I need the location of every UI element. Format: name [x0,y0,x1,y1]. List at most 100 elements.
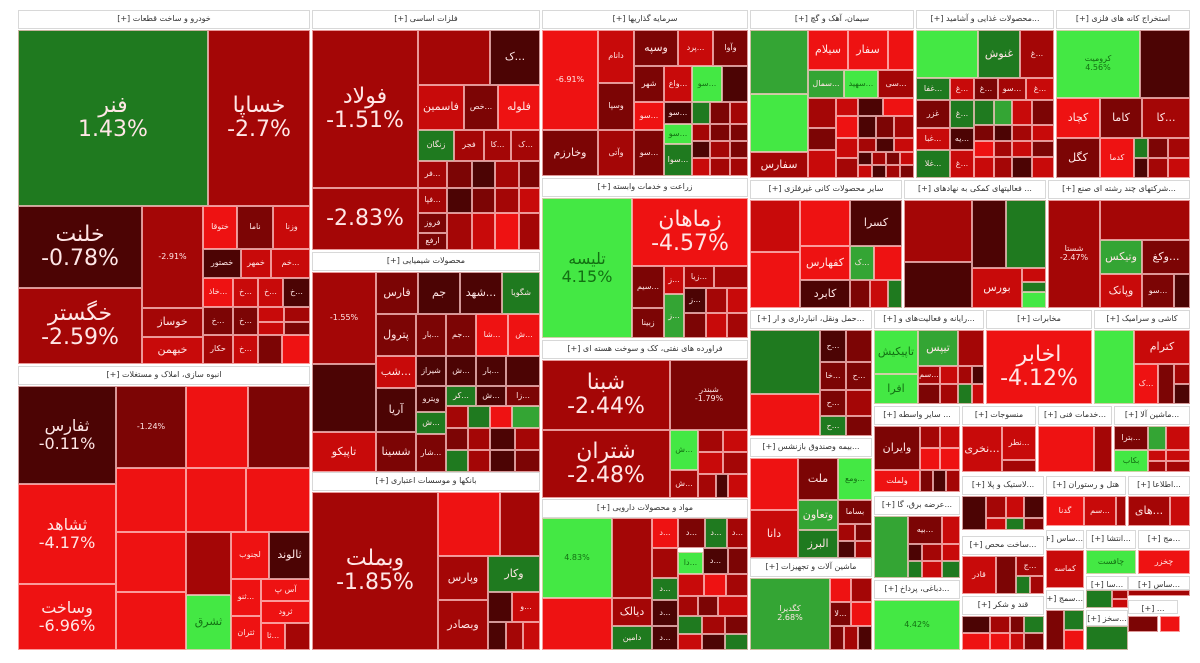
stock-tile[interactable]: ...ز [684,288,706,313]
stock-tile[interactable] [846,416,872,436]
stock-tile[interactable] [808,150,836,178]
stock-tile[interactable]: ...د [652,600,678,626]
stock-tile[interactable] [722,66,748,102]
stock-tile[interactable] [836,98,858,116]
stock-tile[interactable]: ثفارس -0.11% [18,386,116,484]
stock-tile[interactable] [1024,518,1044,530]
stock-tile[interactable] [515,450,540,472]
stock-tile[interactable] [994,157,1012,178]
stock-tile[interactable]: خلنت -0.78% [18,206,142,288]
stock-tile[interactable]: فارس [376,272,418,314]
stock-tile[interactable] [1148,138,1168,158]
stock-tile[interactable] [678,596,698,616]
stock-tile[interactable] [942,561,960,578]
stock-tile[interactable] [1148,158,1168,178]
stock-tile[interactable] [940,426,960,448]
stock-tile[interactable]: ...غ [950,150,974,178]
stock-tile[interactable] [725,616,748,634]
stock-tile[interactable]: ...بار [416,314,446,356]
stock-tile[interactable] [1174,364,1190,384]
stock-tile[interactable]: ...غلا [916,150,950,178]
stock-tile[interactable] [1160,616,1180,632]
stock-tile[interactable] [870,280,888,308]
sector-header[interactable]: مواد و محصولات دارویی [+] [542,499,748,518]
stock-tile[interactable]: ...غ [950,78,974,100]
stock-tile[interactable]: ...شا [476,314,508,356]
stock-tile[interactable] [523,622,540,650]
stock-tile[interactable] [994,100,1012,125]
stock-tile[interactable]: حکار [203,335,233,364]
stock-tile[interactable]: ...غفا [916,78,950,100]
stock-tile[interactable] [1032,157,1054,178]
stock-tile[interactable]: البرز [798,530,838,558]
stock-tile[interactable]: ...د [652,626,678,650]
stock-tile[interactable]: بورس [972,268,1022,308]
stock-tile[interactable]: ثشاهد -4.17% [18,484,116,584]
stock-tile[interactable] [446,428,468,450]
stock-tile[interactable] [986,496,1006,518]
sector-header[interactable]: قند و شکر [+] [962,596,1044,615]
stock-tile[interactable] [888,280,902,308]
stock-tile[interactable] [1112,590,1128,599]
stock-tile[interactable]: چافست [1086,550,1136,574]
stock-tile[interactable] [730,141,748,158]
stock-tile[interactable] [836,138,858,158]
stock-tile[interactable] [1166,450,1190,461]
stock-tile[interactable]: ...د [652,518,678,548]
sector-header[interactable]: سایر محصولات کانی غیرفلزی [+] [750,180,902,199]
stock-tile[interactable] [186,386,248,468]
stock-tile[interactable] [1148,461,1166,472]
stock-tile[interactable]: تاپیکیش [874,330,918,374]
stock-tile[interactable]: شستا -2.47% [1048,200,1100,308]
stock-tile[interactable] [990,616,1010,633]
stock-tile[interactable] [972,200,1006,268]
stock-tile[interactable] [872,165,886,178]
stock-tile[interactable]: ...خ [203,307,233,335]
stock-tile[interactable] [942,516,960,544]
stock-tile[interactable] [958,330,984,366]
stock-tile[interactable]: ...بیه [908,516,942,544]
sector-header[interactable]: ... فعالیتهای کمکی به نهادهای [+] [904,180,1046,199]
stock-tile[interactable]: -1.55% [312,272,376,364]
stock-tile[interactable] [996,556,1016,594]
stock-tile[interactable] [612,518,652,598]
stock-tile[interactable]: سفار [848,30,888,70]
stock-tile[interactable] [836,116,858,138]
stock-tile[interactable] [692,141,710,158]
stock-tile[interactable] [940,448,960,470]
stock-tile[interactable]: ...ز [664,266,684,294]
stock-tile[interactable] [258,335,282,364]
stock-tile[interactable] [874,516,908,578]
stock-tile[interactable]: ...یه [950,128,974,150]
sector-header[interactable]: سرمایه گذاریها [+] [542,10,748,29]
stock-tile[interactable]: ...خاذ [203,278,233,307]
stock-tile[interactable]: فلوله [498,85,540,130]
stock-tile[interactable] [904,200,972,262]
stock-tile[interactable]: فجر [454,130,484,161]
stock-tile[interactable] [186,468,246,532]
stock-tile[interactable] [1134,158,1148,178]
stock-tile[interactable]: غزر [916,100,950,128]
stock-tile[interactable] [972,384,984,404]
stock-tile[interactable]: کسرا [850,200,902,246]
stock-tile[interactable] [684,313,706,338]
stock-tile[interactable] [678,574,704,596]
stock-tile[interactable]: ...سو [664,124,692,144]
stock-tile[interactable] [718,596,748,616]
stock-tile[interactable]: ویترو [416,386,446,412]
stock-tile[interactable]: ثتران [231,616,261,650]
stock-tile[interactable] [692,124,710,141]
stock-tile[interactable] [846,330,872,362]
stock-tile[interactable] [116,592,186,650]
stock-tile[interactable]: دانام [598,30,634,83]
stock-tile[interactable] [920,426,940,448]
sector-header[interactable]: ...اطلاعا [+] [1128,476,1190,495]
stock-tile[interactable] [495,188,519,213]
stock-tile[interactable] [418,30,490,85]
stock-tile[interactable]: خبهمن [142,337,203,364]
stock-tile[interactable] [726,574,748,596]
stock-tile[interactable]: ...خص [464,85,498,130]
stock-tile[interactable]: -2.91% [142,206,203,308]
stock-tile[interactable]: وساخت -6.96% [18,584,116,650]
stock-tile[interactable] [1064,610,1084,630]
